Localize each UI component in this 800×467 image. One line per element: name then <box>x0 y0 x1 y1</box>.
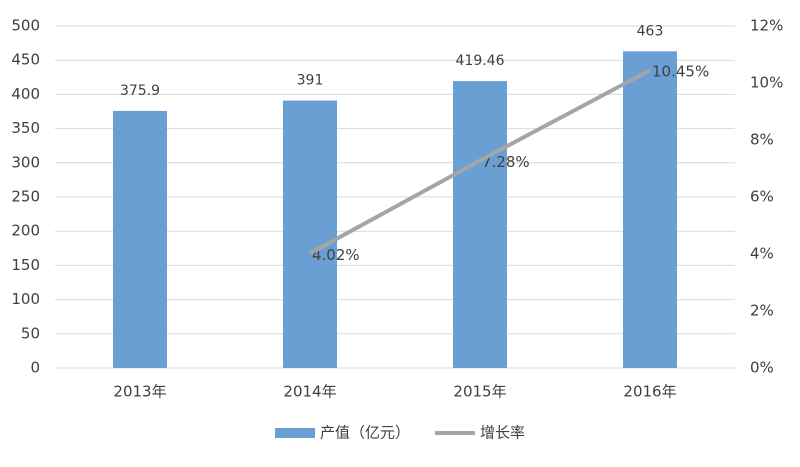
y-tick-label: 100 <box>11 290 40 308</box>
y2-tick-label: 2% <box>750 302 774 320</box>
bar <box>623 51 677 369</box>
line-value-label: 10.45% <box>652 63 709 81</box>
y-tick-label: 0 <box>30 359 40 377</box>
y2-tick-label: 8% <box>750 131 774 149</box>
y-tick-label: 50 <box>21 324 40 342</box>
x-tick-label: 2013年 <box>113 383 166 401</box>
bar <box>113 110 167 368</box>
legend-swatch <box>275 428 315 438</box>
y2-tick-label: 4% <box>750 245 774 263</box>
legend-label: 增长率 <box>480 424 525 442</box>
line-value-label: 7.28% <box>482 153 530 171</box>
x-tick-label: 2014年 <box>283 383 336 401</box>
bar-value-label: 419.46 <box>456 53 505 69</box>
y-tick-label: 450 <box>11 51 40 69</box>
bar-value-label: 391 <box>297 73 324 89</box>
bar <box>283 100 337 368</box>
y-tick-label: 300 <box>11 153 40 171</box>
y-tick-label: 250 <box>11 188 40 206</box>
bar <box>453 81 507 369</box>
x-tick-label: 2016年 <box>623 383 676 401</box>
bar-value-label: 375.9 <box>120 83 160 99</box>
y2-tick-label: 12% <box>750 17 783 35</box>
y-tick-label: 400 <box>11 85 40 103</box>
y2-tick-label: 0% <box>750 359 774 377</box>
y-tick-label: 200 <box>11 222 40 240</box>
y-tick-label: 150 <box>11 256 40 274</box>
line-value-label: 4.02% <box>312 246 360 264</box>
y-tick-label: 350 <box>11 119 40 137</box>
line <box>309 68 651 256</box>
x-tick-label: 2015年 <box>453 383 506 401</box>
legend-label: 产值（亿元） <box>320 424 410 442</box>
y2-tick-label: 10% <box>750 74 783 92</box>
y-tick-label: 500 <box>11 17 40 35</box>
y2-tick-label: 6% <box>750 188 774 206</box>
bar-value-label: 463 <box>637 23 664 39</box>
